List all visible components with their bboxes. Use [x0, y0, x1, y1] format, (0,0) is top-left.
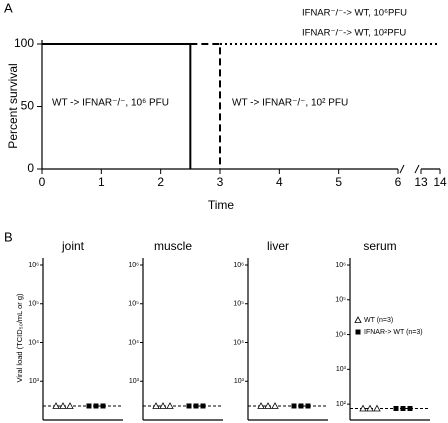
data-point: [186, 403, 192, 409]
data-point: [359, 404, 367, 412]
data-point: [305, 403, 311, 409]
data-point: [298, 403, 304, 409]
y-axis-label: Percent survival: [6, 63, 20, 148]
y-tick-label: 50: [21, 99, 35, 113]
curve-label: WT -> IFNAR⁻/⁻, 10⁶ PFU: [52, 98, 169, 109]
y-tick-label: 0: [27, 161, 34, 175]
y-tick-label: 10⁶: [335, 262, 346, 269]
x-axis-label: Time: [208, 198, 235, 212]
x-tick-label: 4: [276, 175, 283, 189]
x-tick-label: 3: [217, 175, 224, 189]
x-tick-label: 0: [39, 175, 46, 189]
y-tick-label: 10⁴: [335, 331, 346, 338]
panel-title: muscle: [154, 239, 192, 253]
data-point: [257, 402, 265, 409]
data-point: [400, 405, 406, 411]
x-tick-label: 5: [335, 175, 342, 189]
legend-label: IFNAR-> WT (n=3): [364, 329, 423, 336]
data-point: [393, 405, 399, 411]
panel-title: liver: [267, 239, 289, 253]
y-tick-label: 10⁶: [233, 262, 244, 269]
data-point: [93, 403, 99, 409]
data-point: [59, 402, 67, 409]
survival-line: [42, 43, 192, 169]
y-tick-label: 10³: [336, 366, 347, 373]
y-tick-label: 10³: [129, 378, 140, 385]
data-point: [66, 402, 74, 409]
data-point: [159, 402, 167, 409]
data-point: [193, 403, 199, 409]
y-tick-label: 10⁴: [128, 339, 139, 346]
data-point: [166, 402, 174, 409]
axis-break: [399, 164, 405, 174]
y-tick-label: 10³: [29, 378, 40, 385]
data-point: [86, 403, 92, 409]
curve-label: IFNAR⁻/⁻-> WT, 10⁶PFU: [302, 8, 407, 19]
data-point: [52, 402, 60, 409]
data-point: [271, 402, 279, 409]
curve-label: IFNAR⁻/⁻-> WT, 10²PFU: [302, 28, 406, 39]
y-tick-label: 10⁵: [233, 301, 244, 308]
x-tick-label: 1: [98, 175, 105, 189]
y-axis-label: Viral load (TCID₅₀/mL or g): [15, 293, 24, 383]
panel-title: serum: [363, 239, 396, 253]
panel-title: joint: [61, 239, 85, 253]
y-tick-label: 10⁵: [28, 301, 39, 308]
data-point: [100, 403, 106, 409]
y-tick-label: 10⁵: [128, 301, 139, 308]
y-tick-label: 10⁴: [233, 339, 244, 346]
x-tick-label: 13: [414, 175, 428, 189]
x-tick-label: 2: [157, 175, 164, 189]
data-point: [152, 402, 160, 409]
y-tick-label: 10⁴: [28, 339, 39, 346]
data-point: [366, 404, 374, 412]
y-tick-label: 100: [14, 36, 34, 50]
y-tick-label: 10⁶: [28, 262, 39, 269]
panel-label: A: [4, 0, 13, 15]
data-point: [291, 403, 297, 409]
legend-label: WT (n=3): [364, 317, 393, 324]
legend-marker: [355, 329, 361, 335]
y-tick-label: 10³: [234, 378, 245, 385]
x-tick-label: 6: [395, 175, 402, 189]
x-tick-label: 14: [433, 175, 447, 189]
data-point: [373, 404, 381, 412]
y-tick-label: 10²: [336, 401, 347, 408]
y-tick-label: 10⁶: [128, 262, 139, 269]
legend-marker: [354, 316, 362, 323]
panel-label: B: [4, 229, 13, 244]
data-point: [200, 403, 206, 409]
survival-line: [190, 43, 221, 169]
data-point: [407, 405, 413, 411]
data-point: [264, 402, 272, 409]
axis-break: [414, 164, 420, 174]
y-tick-label: 10⁵: [335, 297, 346, 304]
curve-label: WT -> IFNAR⁻/⁻, 10² PFU: [232, 98, 348, 109]
